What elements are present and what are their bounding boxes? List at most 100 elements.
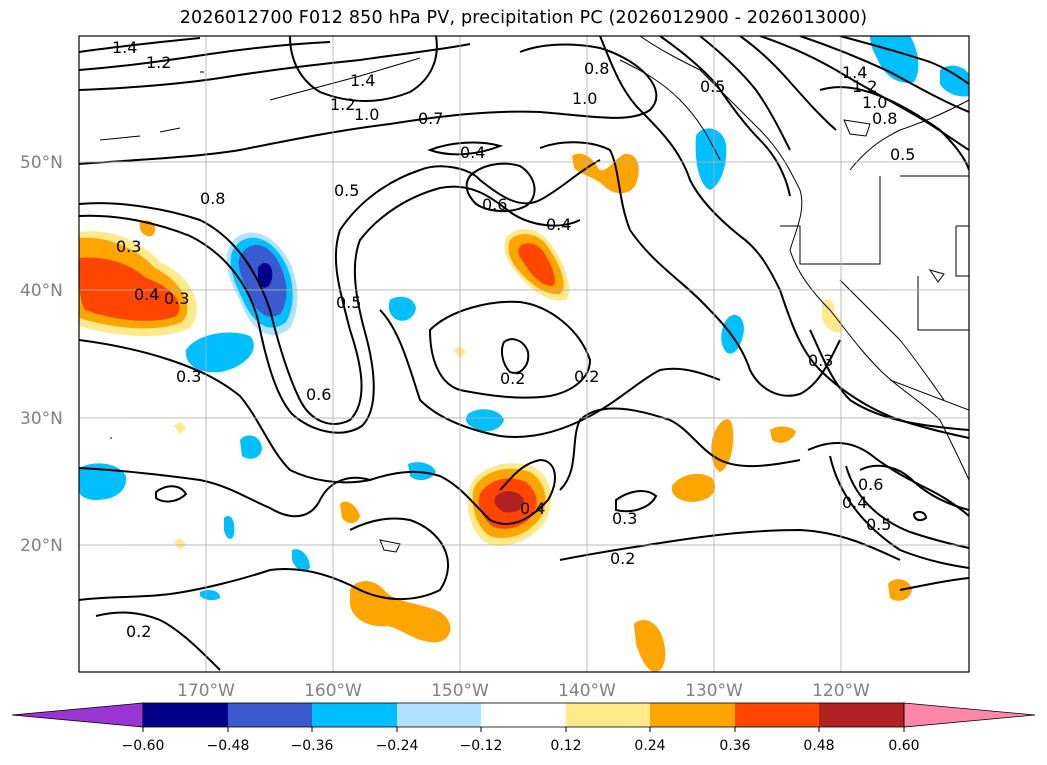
precip-region-positive bbox=[888, 579, 912, 601]
longitude-labels: 170°W 160°W 150°W 140°W 130°W 120°W bbox=[177, 681, 870, 701]
pv-contour-labels: 1.4 1.2 1.4 1.2 1.0 0.7 0.4 0.5 0.8 0.6 … bbox=[112, 38, 915, 641]
pv-contour bbox=[829, 455, 969, 569]
pv-contour bbox=[809, 329, 969, 431]
pv-contour-label: 1.0 bbox=[862, 93, 887, 112]
pv-contour-label: 0.4 bbox=[460, 143, 485, 162]
pv-contour-label: 0.8 bbox=[872, 109, 897, 128]
precip-region-positive bbox=[770, 426, 796, 443]
colorbar-tick-label: 0.12 bbox=[550, 738, 581, 754]
colorbar-segment bbox=[481, 703, 566, 727]
precip-region-negative bbox=[466, 409, 504, 432]
colorbar-tick-label: 0.48 bbox=[803, 738, 834, 754]
colorbar-tick-label: 0.36 bbox=[719, 738, 750, 754]
pv-contour-label: 0.4 bbox=[134, 285, 159, 304]
pv-contour bbox=[899, 577, 969, 591]
longitude-label: 140°W bbox=[558, 681, 616, 701]
pv-contour-label: 1.0 bbox=[572, 89, 597, 108]
precip-region-west-positive bbox=[79, 257, 180, 321]
pv-contour bbox=[465, 162, 536, 212]
precip-region-positive bbox=[174, 422, 186, 434]
colorbar-tick-label: 0.60 bbox=[888, 738, 919, 754]
precip-region-negative bbox=[388, 296, 416, 321]
precip-region-positive bbox=[174, 538, 186, 550]
colorbar-segment bbox=[735, 703, 819, 727]
latitude-label: 20°N bbox=[20, 536, 63, 556]
longitude-label: 170°W bbox=[177, 681, 235, 701]
precip-region-negative bbox=[185, 332, 254, 373]
pv-contours bbox=[79, 36, 969, 671]
pv-contour-label: 0.3 bbox=[116, 237, 141, 256]
pv-contour bbox=[289, 36, 438, 102]
pv-contour-label: 0.8 bbox=[584, 59, 609, 78]
pv-contour-label: 0.7 bbox=[418, 109, 443, 128]
pv-contour-label: 0.4 bbox=[842, 493, 867, 512]
colorbar-tick-labels: −0.60 −0.48 −0.36 −0.24 −0.12 0.12 0.24 … bbox=[122, 738, 920, 754]
pv-contour bbox=[155, 485, 188, 503]
pv-contour-label: 1.2 bbox=[852, 77, 877, 96]
precip-region-positive bbox=[340, 501, 360, 524]
longitude-label: 120°W bbox=[812, 681, 870, 701]
pv-contour bbox=[559, 528, 901, 561]
latitude-label: 50°N bbox=[20, 153, 63, 173]
colorbar-ticks bbox=[142, 727, 905, 732]
pv-contour-label: 0.3 bbox=[808, 351, 833, 370]
pv-contour-label: 0.5 bbox=[890, 145, 915, 164]
pv-contour bbox=[912, 510, 928, 522]
pv-contour-label: 0.5 bbox=[336, 293, 361, 312]
pv-contour-label: 0.6 bbox=[306, 385, 331, 404]
colorbar-segment bbox=[650, 703, 735, 727]
pv-contour bbox=[799, 36, 969, 113]
pv-contour-label: 0.5 bbox=[334, 181, 359, 200]
longitude-label: 160°W bbox=[304, 681, 362, 701]
pv-contour bbox=[859, 464, 969, 511]
pv-contour-label: 0.2 bbox=[610, 549, 635, 568]
precip-region-positive bbox=[572, 153, 639, 194]
pv-contour-label: 0.3 bbox=[164, 289, 189, 308]
colorbar: −0.60 −0.48 −0.36 −0.24 −0.12 0.12 0.24 … bbox=[11, 702, 1036, 754]
pv-contour-label: 0.4 bbox=[546, 215, 571, 234]
precip-region-positive bbox=[494, 491, 524, 513]
pv-contour-label: 0.6 bbox=[482, 195, 507, 214]
pv-contour bbox=[79, 517, 450, 601]
precip-region-positive bbox=[518, 243, 555, 286]
colorbar-segment bbox=[312, 703, 397, 727]
graticule bbox=[79, 36, 969, 672]
latitude-labels: 50°N 40°N 30°N 20°N bbox=[20, 153, 63, 556]
pv-contour bbox=[739, 36, 837, 131]
pv-contour bbox=[79, 159, 601, 425]
colorbar-tick-label: −0.36 bbox=[291, 738, 334, 754]
precip-region-positive bbox=[634, 620, 666, 672]
pv-contour-label: 1.4 bbox=[350, 71, 375, 90]
precip-region-negative bbox=[79, 463, 127, 500]
pv-contour bbox=[79, 339, 556, 525]
precip-region-positive bbox=[671, 473, 716, 502]
pv-contour-label: 0.2 bbox=[126, 622, 151, 641]
pv-contour-label: 0.2 bbox=[500, 369, 525, 388]
pv-contour bbox=[79, 467, 371, 518]
pv-contour bbox=[819, 86, 969, 171]
pv-contour-label: 0.8 bbox=[200, 189, 225, 208]
colorbar-tick-label: 0.24 bbox=[634, 738, 665, 754]
colorbar-segment bbox=[397, 703, 481, 727]
pv-contour bbox=[95, 611, 221, 671]
precip-region-negative bbox=[224, 515, 235, 539]
colorbar-segment bbox=[566, 703, 650, 727]
pv-contour bbox=[539, 141, 841, 397]
precip-region-negative bbox=[200, 590, 220, 601]
precip-region-negative bbox=[258, 263, 273, 288]
pv-contour-label: 0.3 bbox=[612, 509, 637, 528]
precip-region-negative bbox=[240, 435, 262, 459]
pv-contour bbox=[79, 43, 658, 165]
latitude-label: 30°N bbox=[20, 409, 63, 429]
colorbar-segment bbox=[819, 703, 904, 727]
colorbar-tick-label: −0.24 bbox=[376, 738, 419, 754]
colorbar-segment bbox=[143, 703, 228, 727]
colorbar-tick-label: −0.60 bbox=[122, 738, 165, 754]
colorbar-tick-label: −0.12 bbox=[460, 738, 503, 754]
longitude-label: 150°W bbox=[431, 681, 489, 701]
colorbar-extend-low bbox=[11, 702, 144, 728]
precip-region-negative bbox=[408, 462, 436, 481]
pv-contour-label: 0.4 bbox=[520, 499, 545, 518]
pv-contour bbox=[599, 36, 969, 439]
map-plot-area: 1.4 1.2 1.4 1.2 1.0 0.7 0.4 0.5 0.8 0.6 … bbox=[78, 35, 970, 673]
